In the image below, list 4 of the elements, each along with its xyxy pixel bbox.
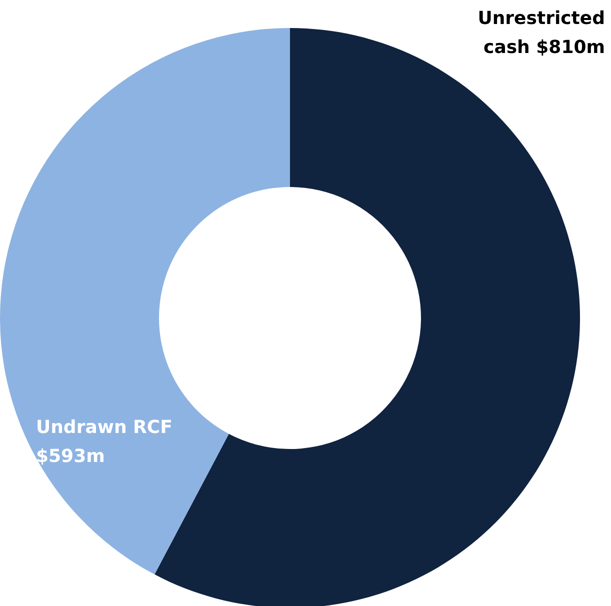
data-label: $593m [36, 446, 105, 467]
slice-label: Undrawn RCF [36, 417, 172, 438]
slice-label: Unrestricted cash $810m [478, 8, 605, 58]
donut-slice [0, 28, 290, 574]
